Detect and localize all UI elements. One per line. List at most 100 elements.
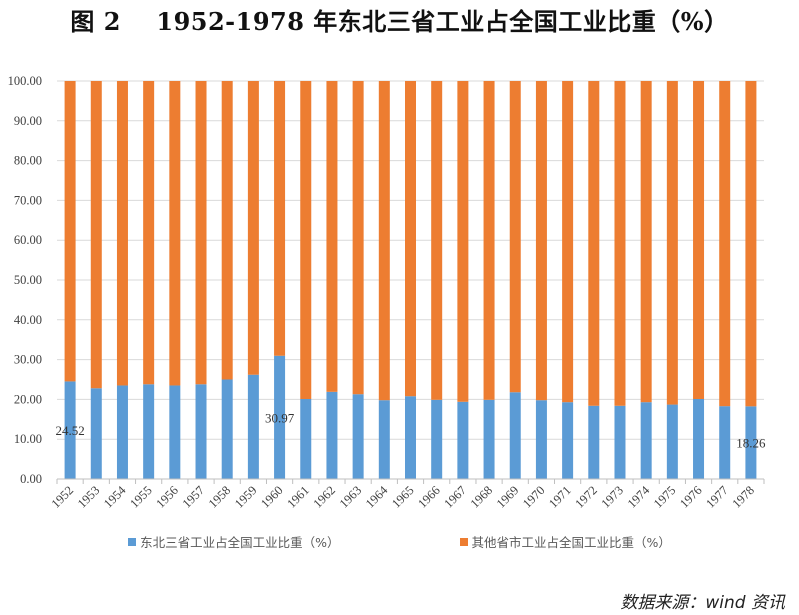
bar-other xyxy=(64,81,76,382)
data-labels: 24.52 30.97 18.26 xyxy=(55,410,766,450)
x-tick-label: 1964 xyxy=(363,483,391,511)
x-tick-label: 1972 xyxy=(572,483,600,511)
x-tick-label: 1977 xyxy=(703,483,731,511)
bar-northeast xyxy=(640,402,652,479)
data-label: 24.52 xyxy=(55,423,84,438)
bar-other xyxy=(693,81,705,400)
y-tick-label: 80.00 xyxy=(14,154,42,168)
y-tick-label: 60.00 xyxy=(14,233,42,247)
x-tick-label: 1960 xyxy=(258,483,286,511)
x-tick-label: 1963 xyxy=(337,483,365,511)
y-tick-label: 10.00 xyxy=(14,432,42,446)
bar-northeast xyxy=(483,399,495,479)
bar-other xyxy=(326,81,338,392)
legend-item-other-provinces[interactable]: 其他省市工业占全国工业比重（%） xyxy=(459,532,671,551)
bars xyxy=(64,81,757,479)
bar-northeast xyxy=(614,405,626,479)
bar-northeast xyxy=(64,381,76,479)
bar-northeast xyxy=(562,402,574,479)
bar-other xyxy=(745,81,757,407)
legend-swatch-orange xyxy=(459,537,468,546)
bar-northeast xyxy=(588,405,600,479)
x-tick-label: 1958 xyxy=(206,483,234,511)
x-tick-label: 1952 xyxy=(49,483,77,511)
bar-northeast xyxy=(431,399,443,479)
x-tick-label: 1959 xyxy=(232,483,260,511)
bar-other xyxy=(666,81,678,405)
bar-northeast xyxy=(143,384,155,479)
bar-northeast xyxy=(352,394,364,479)
bar-other xyxy=(535,81,547,401)
bar-northeast xyxy=(719,406,731,479)
bar-northeast xyxy=(378,400,390,479)
x-tick-label: 1968 xyxy=(468,483,496,511)
bar-northeast xyxy=(693,399,705,479)
x-tick-label: 1961 xyxy=(284,483,312,511)
bar-other xyxy=(247,81,259,375)
bar-northeast xyxy=(457,401,469,479)
bar-other xyxy=(378,81,390,401)
legend-label: 其他省市工业占全国工业比重（%） xyxy=(471,535,671,550)
bar-other xyxy=(143,81,155,385)
data-label: 18.26 xyxy=(736,436,766,451)
x-tick-label: 1953 xyxy=(75,483,103,511)
bar-other xyxy=(457,81,469,402)
legend: 东北三省工业占全国工业比重（%） 其他省市工业占全国工业比重（%） xyxy=(0,532,799,551)
y-tick-label: 70.00 xyxy=(14,193,42,207)
bar-other xyxy=(195,81,207,385)
x-tick-label: 1962 xyxy=(310,483,338,511)
data-source: 数据来源：wind 资讯 xyxy=(620,593,785,613)
bar-other xyxy=(588,81,600,406)
bar-northeast xyxy=(535,400,547,479)
bar-northeast xyxy=(116,385,128,479)
data-label: 30.97 xyxy=(265,410,295,425)
y-tick-label: 20.00 xyxy=(14,392,42,406)
bar-northeast xyxy=(221,379,233,479)
legend-swatch-blue xyxy=(128,537,137,546)
y-axis-ticks: 0.00 10.00 20.00 30.00 40.00 50.00 60.00 70.00 8… xyxy=(8,74,42,486)
bar-northeast xyxy=(300,399,312,479)
bar-other xyxy=(719,81,731,407)
bar-northeast xyxy=(405,396,416,479)
x-tick-label: 1971 xyxy=(546,483,574,511)
bar-northeast xyxy=(745,406,757,479)
bar-other xyxy=(300,81,312,400)
bar-northeast xyxy=(666,404,678,479)
x-tick-label: 1974 xyxy=(625,483,653,511)
x-tick-label: 1966 xyxy=(415,483,443,511)
bar-northeast xyxy=(326,391,338,479)
bar-other xyxy=(640,81,652,403)
bar-other xyxy=(431,81,443,400)
bar-other xyxy=(221,81,233,380)
x-tick-label: 1955 xyxy=(127,483,155,511)
x-tick-label: 1954 xyxy=(101,483,129,511)
legend-item-northeast[interactable]: 东北三省工业占全国工业比重（%） xyxy=(128,532,340,551)
bar-other xyxy=(169,81,181,386)
x-tick-label: 1976 xyxy=(677,483,705,511)
legend-label: 东北三省工业占全国工业比重（%） xyxy=(140,535,340,550)
x-tick-label: 1957 xyxy=(180,483,208,511)
x-tick-label: 1978 xyxy=(729,483,757,511)
bar-northeast xyxy=(169,385,181,479)
x-axis: 1952195319541955195619571958195919601961… xyxy=(49,478,765,511)
y-tick-label: 0.00 xyxy=(20,472,42,486)
bar-other xyxy=(483,81,495,400)
x-tick-label: 1969 xyxy=(494,483,522,511)
y-tick-label: 40.00 xyxy=(14,313,42,327)
x-tick-label: 1967 xyxy=(441,483,469,511)
y-tick-label: 90.00 xyxy=(14,114,42,128)
bar-northeast xyxy=(247,374,259,479)
chart-title: 图 2 1952-1978 年东北三省工业占全国工业比重（%） xyxy=(70,7,729,36)
y-tick-label: 50.00 xyxy=(14,273,42,287)
bar-other xyxy=(509,81,521,393)
bar-other xyxy=(352,81,364,395)
stacked-bar-chart: 0.00 10.00 20.00 30.00 40.00 50.00 60.00 70.00 8… xyxy=(8,74,766,511)
y-tick-label: 30.00 xyxy=(14,353,42,367)
bar-northeast xyxy=(90,388,102,479)
y-tick-label: 100.00 xyxy=(8,74,42,88)
x-tick-label: 1965 xyxy=(389,483,417,511)
bar-northeast xyxy=(274,355,286,479)
bar-other xyxy=(562,81,574,403)
bar-northeast xyxy=(509,392,521,479)
bar-other xyxy=(614,81,626,406)
